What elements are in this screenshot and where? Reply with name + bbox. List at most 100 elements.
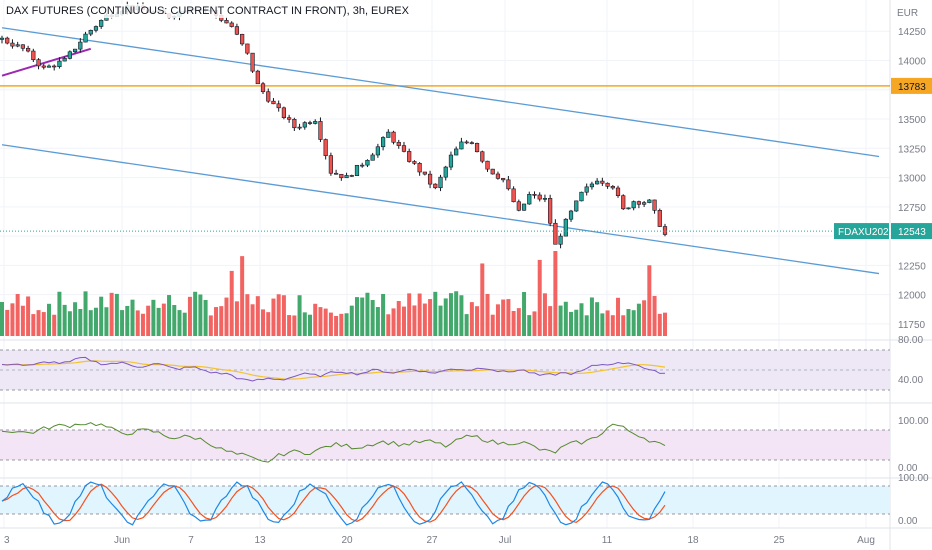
candle — [615, 185, 621, 198]
volume-bar — [626, 309, 631, 336]
candle-body — [474, 143, 480, 153]
candle — [401, 141, 407, 153]
candle — [260, 81, 266, 94]
price-axis-currency: EUR — [897, 8, 918, 19]
candle-body — [344, 175, 349, 179]
date-tick: Jun — [114, 535, 130, 546]
candle — [52, 64, 57, 71]
volume-bar — [31, 314, 36, 336]
date-tick: 3 — [4, 535, 10, 546]
volume-bar — [208, 315, 213, 336]
volume-bar — [454, 291, 459, 336]
candle — [511, 186, 516, 203]
volume-bar — [130, 299, 135, 336]
volume-bar — [172, 305, 177, 336]
candle — [589, 181, 595, 190]
candle-body — [574, 200, 579, 212]
price-axis-tick: 11750 — [898, 320, 926, 331]
volume-bar — [422, 303, 427, 336]
last-price-label: 12543 — [898, 227, 926, 238]
candle — [521, 203, 527, 211]
candle-body — [78, 41, 83, 50]
volume-bar — [631, 310, 636, 336]
candle — [297, 123, 302, 131]
candle-body — [260, 83, 266, 93]
candle-body — [52, 65, 57, 68]
rsi-tick-80: 80.00 — [898, 335, 923, 346]
volume-bar — [140, 313, 145, 336]
volume-bar — [334, 315, 339, 336]
volume-bar — [563, 301, 568, 336]
candle-body — [20, 44, 25, 49]
candle-body — [527, 194, 532, 205]
candle-body — [0, 37, 5, 40]
volume-bar — [558, 305, 563, 336]
candle-body — [516, 201, 521, 211]
candle-body — [464, 141, 469, 144]
volume-bar — [537, 259, 542, 336]
date-tick: 11 — [602, 535, 613, 546]
rsi-tick-40: 40.00 — [898, 375, 923, 386]
price-axis-tick: 13250 — [898, 144, 926, 155]
candle-body — [245, 43, 250, 54]
candle-body — [605, 182, 610, 187]
volume-bar — [266, 312, 271, 336]
candle — [307, 120, 313, 126]
candle-body — [568, 210, 574, 220]
volume-bar — [407, 293, 412, 336]
price-axis-tick: 12250 — [898, 261, 926, 272]
candle-body — [448, 154, 454, 168]
volume-bar — [354, 297, 359, 336]
volume-bar — [501, 299, 506, 336]
candle — [542, 194, 548, 203]
volume-bar — [485, 293, 490, 336]
volume-bar — [229, 270, 234, 336]
candle-body — [287, 117, 292, 120]
candle — [281, 106, 287, 120]
volume-bar — [167, 295, 172, 336]
candle — [10, 39, 15, 49]
candle — [99, 19, 104, 29]
volume-bar — [328, 312, 333, 336]
volume-bar — [308, 314, 313, 336]
volume-bar — [621, 315, 626, 336]
symbol-label-bg — [834, 223, 889, 240]
volume-bar — [67, 311, 72, 336]
volume-bar — [292, 315, 297, 336]
candle — [41, 63, 46, 70]
candle-body — [240, 33, 245, 45]
volume-bar — [391, 308, 396, 336]
candle-body — [380, 137, 386, 148]
candle-body — [584, 186, 589, 193]
candle — [568, 209, 574, 222]
volume-bar — [156, 307, 161, 336]
candle-body — [334, 172, 339, 175]
volume-bar — [365, 292, 370, 336]
osc-tick-100: 100.00 — [898, 416, 929, 427]
candle — [380, 136, 386, 151]
volume-bar — [511, 310, 516, 336]
candle — [323, 138, 328, 160]
candle — [26, 45, 31, 53]
candle-body — [615, 187, 621, 197]
volume-bar — [318, 307, 323, 336]
volume-bar — [548, 306, 553, 336]
volume-bar — [370, 300, 375, 336]
volume-bar — [589, 297, 594, 336]
volume-bar — [41, 312, 46, 336]
candle — [255, 69, 260, 85]
volume-bar — [339, 313, 344, 336]
candle-body — [579, 191, 584, 202]
candle — [610, 185, 615, 190]
candle-body — [328, 155, 333, 174]
candle-body — [407, 151, 412, 162]
candle-body — [631, 201, 636, 209]
candle — [240, 33, 245, 46]
candle-body — [459, 141, 464, 150]
volume-bar — [532, 311, 537, 336]
stoch-k-line — [1, 481, 666, 526]
candle-body — [5, 37, 10, 44]
volume-bar — [73, 302, 78, 336]
volume-bar — [360, 297, 365, 336]
